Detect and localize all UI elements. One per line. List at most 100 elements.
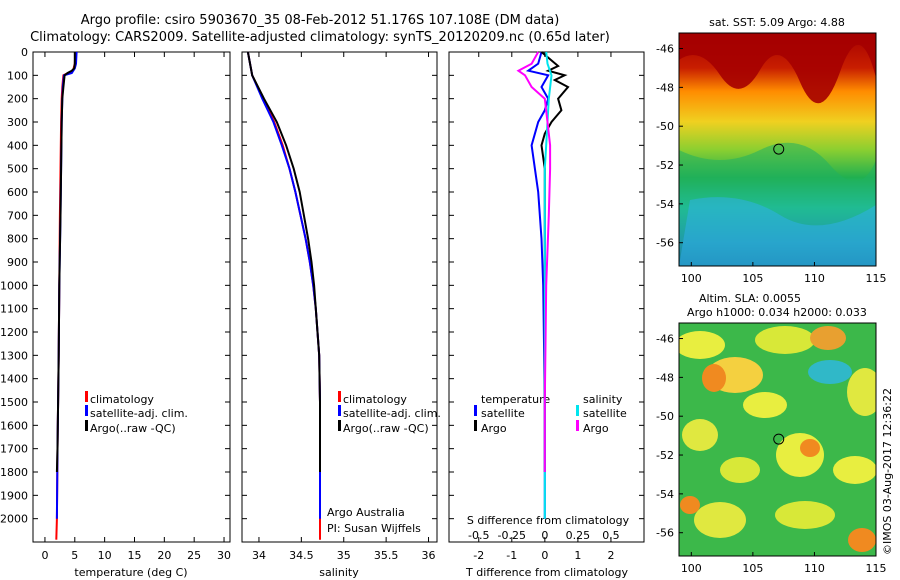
series-line-temperature-2 bbox=[55, 52, 76, 473]
depth-tick-label: 400 bbox=[7, 139, 28, 152]
temperature-panel-frame bbox=[32, 51, 231, 543]
diff-legend-temp-satellite: satellite bbox=[481, 407, 525, 420]
s-diff-tick-label: -0.5 bbox=[468, 529, 489, 542]
depth-tick-label: 1700 bbox=[0, 443, 28, 456]
depth-tick-label: 700 bbox=[7, 209, 28, 222]
sst-map-frame bbox=[678, 32, 877, 267]
x-tick-label: 34 bbox=[252, 549, 266, 562]
sla-map bbox=[679, 323, 876, 556]
depth-tick-label: 1200 bbox=[0, 326, 28, 339]
x-tick-label: 25 bbox=[187, 549, 201, 562]
map-y-tick-label: -50 bbox=[656, 120, 674, 133]
argo-position-marker bbox=[773, 143, 785, 155]
series-line-salinity-0 bbox=[246, 51, 321, 540]
sal-legend-climatology-label: climatology bbox=[343, 393, 407, 406]
map-y-tick-label: -54 bbox=[656, 488, 674, 501]
legend-swatch bbox=[338, 420, 341, 431]
figure-title-line2: Climatology: CARS2009. Satellite-adjuste… bbox=[30, 30, 610, 45]
sla-map-title-2: Argo h1000: 0.034 h2000: 0.033 bbox=[687, 306, 867, 319]
credit-line1: Argo Australia bbox=[327, 506, 405, 519]
salinity-xlabel: salinity bbox=[319, 566, 359, 579]
map-y-tick-label: -56 bbox=[656, 237, 674, 250]
x-tick-label: 5 bbox=[71, 549, 78, 562]
x-tick-label: 35 bbox=[337, 549, 351, 562]
x-tick-label: 10 bbox=[98, 549, 112, 562]
legend-swatch bbox=[338, 405, 341, 416]
sst-map-title: sat. SST: 5.09 Argo: 4.88 bbox=[709, 16, 845, 29]
map-y-tick-label: -52 bbox=[656, 159, 674, 172]
series-line-salinity-2 bbox=[246, 51, 321, 472]
depth-tick-label: 1000 bbox=[0, 279, 28, 292]
depth-tick-label: 1500 bbox=[0, 396, 28, 409]
series-line-salinity-1 bbox=[246, 51, 321, 519]
difference-xlabel: T difference from climatology bbox=[465, 566, 628, 579]
legend-satellite-label: satellite-adj. clim. bbox=[90, 407, 188, 420]
map-x-tick-label: 110 bbox=[804, 272, 825, 285]
map-y-tick-label: -46 bbox=[656, 43, 674, 56]
diff-legend-sal-argo: Argo bbox=[583, 422, 609, 435]
depth-tick-label: 1100 bbox=[0, 303, 28, 316]
depth-tick-label: 1300 bbox=[0, 349, 28, 362]
x-tick-label: 15 bbox=[127, 549, 141, 562]
depth-tick-label: 100 bbox=[7, 69, 28, 82]
x-tick-label: 0 bbox=[541, 549, 548, 562]
sal-legend-argo-label: Argo(..raw -QC) bbox=[343, 422, 429, 435]
map-x-tick-label: 110 bbox=[804, 562, 825, 575]
depth-tick-label: 1800 bbox=[0, 466, 28, 479]
map-y-tick-label: -50 bbox=[656, 410, 674, 423]
diff-legend-temp-argo: Argo bbox=[481, 422, 507, 435]
legend-swatch bbox=[85, 391, 88, 402]
diff-legend-temp-header: temperature bbox=[481, 393, 550, 406]
legend-swatch bbox=[576, 420, 579, 431]
x-tick-label: 20 bbox=[157, 549, 171, 562]
x-tick-label: 34.5 bbox=[289, 549, 314, 562]
legend-swatch bbox=[576, 405, 579, 416]
map-y-tick-label: -48 bbox=[656, 371, 674, 384]
map-y-tick-label: -46 bbox=[656, 333, 674, 346]
depth-tick-label: 300 bbox=[7, 116, 28, 129]
map-y-tick-label: -56 bbox=[656, 527, 674, 540]
x-tick-label: -2 bbox=[473, 549, 484, 562]
legend-swatch bbox=[338, 391, 341, 402]
credit-line2: PI: Susan Wijffels bbox=[327, 522, 421, 535]
legend-swatch bbox=[85, 405, 88, 416]
imos-timestamp: ©IMOS 03-Aug-2017 12:36:22 bbox=[881, 388, 894, 555]
s-diff-tick-label: 0.25 bbox=[566, 529, 591, 542]
legend-swatch bbox=[474, 405, 477, 416]
legend-argo-label: Argo(..raw -QC) bbox=[90, 422, 176, 435]
x-tick-label: 1 bbox=[574, 549, 581, 562]
depth-tick-label: 800 bbox=[7, 233, 28, 246]
series-line-difference-3 bbox=[516, 51, 552, 472]
map-y-tick-label: -48 bbox=[656, 81, 674, 94]
sst-map bbox=[679, 33, 876, 266]
depth-tick-label: 1600 bbox=[0, 419, 28, 432]
depth-tick-label: 500 bbox=[7, 163, 28, 176]
depth-tick-label: 900 bbox=[7, 256, 28, 269]
x-tick-label: 0 bbox=[41, 549, 48, 562]
depth-tick-label: 1900 bbox=[0, 489, 28, 502]
map-x-tick-label: 105 bbox=[742, 272, 763, 285]
map-x-tick-label: 100 bbox=[681, 272, 702, 285]
x-tick-label: 35.5 bbox=[374, 549, 399, 562]
x-tick-label: 2 bbox=[607, 549, 614, 562]
temperature-xlabel: temperature (deg C) bbox=[74, 566, 187, 579]
sla-map-frame bbox=[678, 322, 877, 557]
s-diff-tick-label: 0 bbox=[541, 529, 548, 542]
map-x-tick-label: 105 bbox=[742, 562, 763, 575]
diff-legend-sal-header: salinity bbox=[583, 393, 623, 406]
depth-tick-label: 1400 bbox=[0, 373, 28, 386]
sal-legend-satellite-label: satellite-adj. clim. bbox=[343, 407, 441, 420]
map-y-tick-label: -52 bbox=[656, 449, 674, 462]
map-x-tick-label: 115 bbox=[866, 272, 887, 285]
legend-climatology-label: climatology bbox=[90, 393, 154, 406]
depth-tick-label: 2000 bbox=[0, 513, 28, 526]
depth-tick-label: 600 bbox=[7, 186, 28, 199]
x-tick-label: 30 bbox=[217, 549, 231, 562]
series-line-difference-0 bbox=[525, 51, 550, 519]
figure-title-line1: Argo profile: csiro 5903670_35 08-Feb-20… bbox=[80, 13, 560, 28]
diff-legend-sal-satellite: satellite bbox=[583, 407, 627, 420]
map-x-tick-label: 100 bbox=[681, 562, 702, 575]
difference-top-xlabel: S difference from climatology bbox=[467, 514, 630, 527]
legend-swatch bbox=[474, 420, 477, 431]
